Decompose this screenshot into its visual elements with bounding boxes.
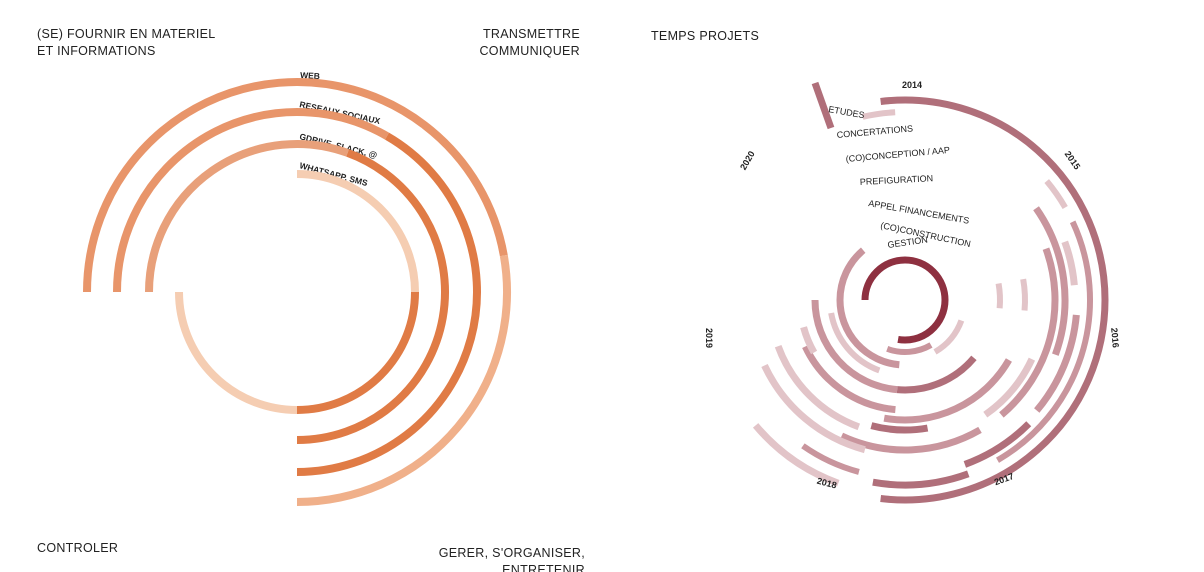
arc: [963, 421, 1032, 468]
arc: [883, 358, 1012, 424]
timeline-stroke: [811, 81, 835, 130]
arc: [1061, 240, 1078, 286]
arc: [1034, 314, 1080, 413]
arc: [870, 422, 929, 434]
arc: [872, 470, 970, 489]
quadrant-label: CONTROLER: [37, 541, 118, 555]
arc: [1044, 179, 1068, 210]
year-label: 2015: [1063, 149, 1083, 171]
arc: [995, 220, 1093, 463]
panel-title: TEMPS PROJETS: [651, 29, 759, 43]
arc: [840, 426, 982, 454]
arc: [836, 247, 866, 301]
ring-label: WEB: [300, 70, 320, 81]
year-label: 2014: [902, 80, 922, 90]
arc: [880, 96, 1109, 504]
year-label: 2020: [738, 149, 757, 171]
arc: [296, 149, 449, 444]
category-label: CONCERTATIONS: [836, 123, 913, 140]
arc: [836, 299, 900, 369]
arc: [296, 291, 419, 414]
arc: [933, 319, 965, 355]
quadrant-label: ET INFORMATIONS: [37, 44, 156, 58]
arc: [296, 132, 481, 476]
arc: [752, 423, 840, 487]
category-label: GESTION: [887, 234, 929, 250]
arc: [113, 108, 389, 293]
arc: [296, 170, 419, 293]
arc: [83, 78, 508, 293]
arc: [175, 291, 298, 414]
arc: [802, 344, 896, 414]
year-label: 2018: [816, 476, 838, 491]
quadrant-label: TRANSMETTRE: [483, 27, 580, 41]
category-label: PREFIGURATION: [860, 173, 934, 187]
arc: [828, 312, 881, 374]
arc: [761, 364, 866, 454]
arc: [995, 282, 1003, 309]
quadrant-label: GERER, S'ORGANISER,: [439, 546, 585, 560]
arc: [983, 357, 1036, 418]
arc: [896, 355, 977, 394]
arc: [862, 109, 896, 120]
year-label: 2019: [704, 328, 714, 348]
arc: [811, 299, 898, 394]
arc: [999, 247, 1059, 418]
arc: [861, 256, 949, 301]
arc: [897, 299, 949, 344]
arc: [800, 326, 818, 355]
year-label: 2017: [993, 471, 1015, 487]
year-label: 2016: [1109, 327, 1121, 348]
quadrant-label: ENTRETENIR: [502, 563, 585, 572]
quadrant-label: COMMUNIQUER: [479, 44, 580, 58]
arc: [1033, 206, 1069, 356]
category-label: (CO)CONCEPTION / AAP: [845, 145, 950, 164]
arc: [296, 254, 511, 506]
arc: [145, 140, 349, 293]
arc: [801, 443, 860, 475]
arc: [886, 342, 933, 355]
quadrant-label: (SE) FOURNIR EN MATERIEL: [37, 27, 216, 41]
arc: [774, 344, 861, 431]
arc: [1020, 278, 1028, 311]
category-label: ETUDES: [828, 104, 866, 120]
